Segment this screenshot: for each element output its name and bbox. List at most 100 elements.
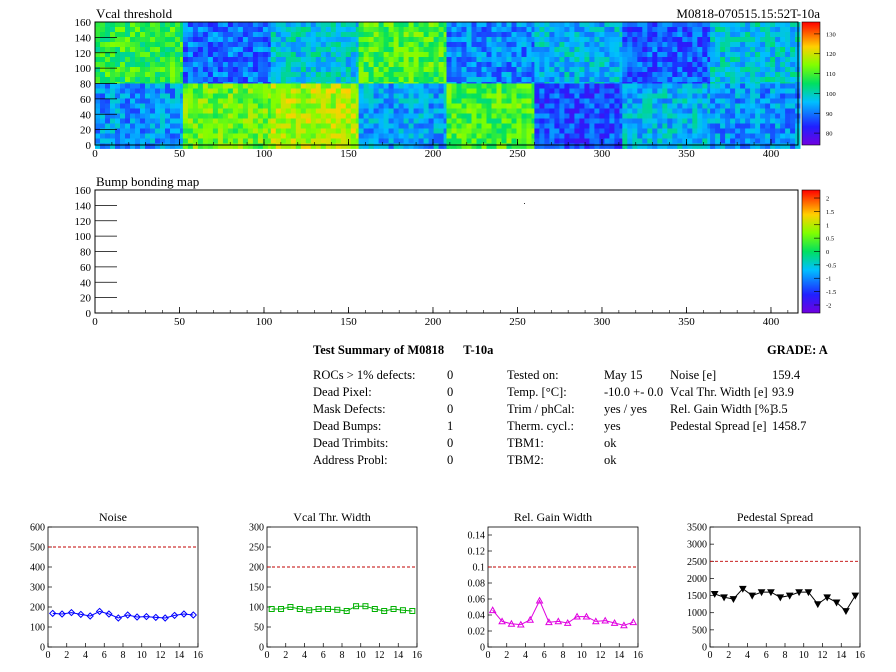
chart-x-tick-label: 16 xyxy=(633,650,643,661)
chart-x-tick-label: 0 xyxy=(46,650,51,661)
chart-x-tick-label: 8 xyxy=(340,650,345,661)
vcal-threshold-map: Vcal threshold M0818-070515.15:52T-10a 0… xyxy=(75,6,836,160)
chart-x-tick-label: 0 xyxy=(486,650,491,661)
map-y-tick-label: 100 xyxy=(75,63,92,75)
chart-x-tick-label: 8 xyxy=(561,650,566,661)
chart-y-tick-label: 3000 xyxy=(687,540,707,551)
map-y-tick-label: 40 xyxy=(80,109,92,121)
summary-item-value: 0 xyxy=(447,453,454,467)
palette-tick-label: -0.5 xyxy=(826,262,836,269)
vcal-palette-ticks: 130 120 110 100 90 80 xyxy=(814,31,836,138)
chart-point xyxy=(152,613,160,622)
chart-x-tick-label: 6 xyxy=(102,650,107,661)
map-x-tick-label: 200 xyxy=(425,316,442,328)
chart-point xyxy=(381,608,388,614)
map-y-tick-label: 100 xyxy=(75,231,92,243)
chart-point xyxy=(77,610,85,619)
chart-series-line xyxy=(714,588,856,612)
map-x-tick-label: 0 xyxy=(92,148,98,160)
chart-point xyxy=(545,618,553,626)
chart-point xyxy=(371,606,378,612)
chart-x-tick-label: 6 xyxy=(321,650,326,661)
chart-point xyxy=(409,608,416,614)
dead-bump-pixel xyxy=(524,203,525,204)
chart-point xyxy=(161,614,169,622)
map-x-tick-label: 350 xyxy=(678,148,695,160)
map-y-tick-label: 60 xyxy=(80,262,92,274)
chart-x-tick-label: 0 xyxy=(265,650,270,661)
chart-y-tick-label: 0.1 xyxy=(473,563,486,574)
map-x-tick-label: 200 xyxy=(425,148,442,160)
map-y-tick-label: 120 xyxy=(75,48,92,60)
palette-tick-label: -1 xyxy=(826,276,831,283)
chart-x-tick-label: 8 xyxy=(121,650,126,661)
chart-y-tick-label: 0 xyxy=(480,643,485,654)
summary-item-value: -10.0 +- 0.0 xyxy=(604,385,664,399)
chart-point xyxy=(86,612,94,620)
summary-temp-label: T-10a xyxy=(463,343,494,357)
palette-tick-label: -1.5 xyxy=(826,289,836,296)
summary-item-value: May 15 xyxy=(604,368,643,382)
vcal-heatmap-area xyxy=(95,22,801,149)
chart-point xyxy=(353,603,360,610)
chart-point xyxy=(180,610,188,618)
summary-item-label: Rel. Gain Width [%] xyxy=(670,402,774,416)
palette-tick-label: 120 xyxy=(826,51,836,58)
chart-y-tick-label: 50 xyxy=(254,623,264,634)
chart-point xyxy=(710,590,719,598)
chart-x-tick-label: 10 xyxy=(137,650,147,661)
summary-item-label: Tested on: xyxy=(507,368,559,382)
summary-item-value: yes / yes xyxy=(604,402,648,416)
chart-y-tick-label: 1500 xyxy=(687,591,707,602)
chart-y-tick-label: 500 xyxy=(30,543,45,554)
chart-point xyxy=(334,606,341,613)
chart-y-tick-label: 0 xyxy=(702,643,707,654)
chart-x-tick-label: 4 xyxy=(83,650,88,661)
chart-point xyxy=(306,607,313,614)
vcal-palette xyxy=(801,21,821,146)
chart-x-tick-label: 16 xyxy=(855,650,865,661)
map-x-tick-label: 400 xyxy=(763,316,780,328)
chart-title: Pedestal Spread xyxy=(737,510,813,524)
chart-x-tick-label: 12 xyxy=(375,650,385,661)
chart-point xyxy=(516,620,525,628)
chart-point xyxy=(324,606,331,612)
chart-point xyxy=(851,592,860,600)
chart-point xyxy=(582,612,591,620)
chart-point xyxy=(748,592,757,600)
chart-point xyxy=(95,607,104,616)
summary-item-label: TBM1: xyxy=(507,436,544,450)
chart-x-tick-label: 4 xyxy=(302,650,307,661)
module-id-label: M0818-070515.15:52T-10a xyxy=(676,6,820,21)
map-x-tick-label: 300 xyxy=(594,148,611,160)
chart-y-tick-label: 0.08 xyxy=(468,579,486,590)
chart-series-line xyxy=(52,610,194,619)
chart-x-tick-label: 10 xyxy=(799,650,809,661)
summary-item-label: TBM2: xyxy=(507,453,544,467)
map-y-tick-label: 80 xyxy=(80,247,92,259)
palette-tick-label: 2 xyxy=(826,196,829,203)
map-x-tick-label: 300 xyxy=(594,316,611,328)
chart-x-tick-label: 12 xyxy=(818,650,828,661)
grade-label: GRADE: A xyxy=(767,343,828,357)
summary-item-value: 1 xyxy=(447,419,454,433)
chart-title: Vcal Thr. Width xyxy=(293,510,370,524)
bump-map-frame xyxy=(94,189,799,314)
summary-item-label: Dead Pixel: xyxy=(313,385,372,399)
chart-x-tick-label: 14 xyxy=(836,650,846,661)
chart-panel: Rel. Gain Width 0 2 4 6 8 10 12 14 16 0 0.02 0.04 0.0… xyxy=(468,510,644,661)
summary-item-label: Therm. cycl.: xyxy=(507,419,574,433)
chart-series-line xyxy=(271,605,413,612)
palette-tick-label: 0.5 xyxy=(826,236,834,243)
map-y-tick-label: 40 xyxy=(80,277,92,289)
map-y-tick-label: 80 xyxy=(80,79,92,91)
palette-tick-label: 1 xyxy=(826,222,829,229)
chart-point xyxy=(720,594,728,602)
chart-y-tick-label: 0.02 xyxy=(468,627,486,638)
palette-tick-label: 100 xyxy=(826,91,836,98)
chart-x-tick-label: 12 xyxy=(156,650,166,661)
chart-x-tick-label: 12 xyxy=(596,650,606,661)
chart-x-tick-label: 4 xyxy=(745,650,750,661)
summary-item-value: 0 xyxy=(447,385,454,399)
